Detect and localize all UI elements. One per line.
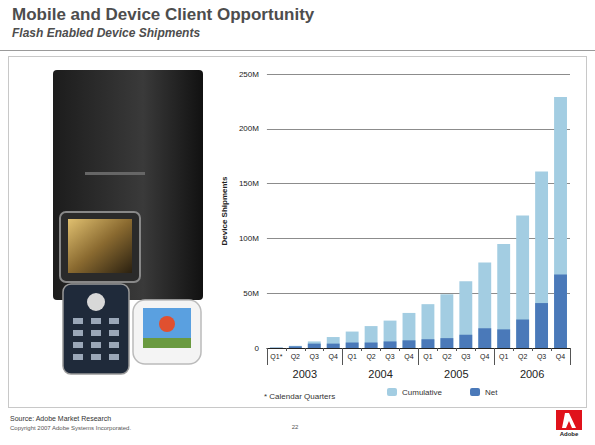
svg-text:Net: Net	[485, 388, 498, 397]
html-text:Source: Adobe Market Research: Source: Adobe Market Research	[10, 415, 112, 422]
svg-text:Q3: Q3	[310, 353, 319, 361]
svg-text:Q4: Q4	[480, 353, 489, 361]
html-text:22: 22	[291, 424, 299, 430]
svg-text:2006: 2006	[520, 368, 544, 380]
svg-text:Q2: Q2	[442, 353, 451, 361]
svg-text:Q3: Q3	[537, 353, 546, 361]
svg-text:Q3: Q3	[461, 353, 470, 361]
svg-text:50M: 50M	[243, 289, 259, 298]
svg-text:150M: 150M	[239, 179, 259, 188]
svg-text:Q1: Q1	[423, 353, 432, 361]
svg-text:2004: 2004	[368, 368, 392, 380]
svg-text:Q4: Q4	[556, 353, 565, 361]
svg-text:100M: 100M	[239, 234, 259, 243]
svg-text:* Calendar Quarters: * Calendar Quarters	[264, 392, 335, 401]
svg-text:2003: 2003	[293, 368, 317, 380]
svg-text:Q2: Q2	[291, 353, 300, 361]
svg-text:200M: 200M	[239, 124, 259, 133]
svg-text:Q3: Q3	[385, 353, 394, 361]
svg-text:250M: 250M	[239, 70, 259, 79]
html-text:Copyright 2007 Adobe Systems I: Copyright 2007 Adobe Systems Incorporate…	[10, 425, 132, 431]
svg-text:2005: 2005	[444, 368, 468, 380]
svg-text:Q1: Q1	[347, 353, 356, 361]
svg-text:Q2: Q2	[366, 353, 375, 361]
svg-text:Q2: Q2	[518, 353, 527, 361]
html-text:Flash Enabled Device Shipments: Flash Enabled Device Shipments	[12, 26, 201, 40]
svg-text:Q1*: Q1*	[270, 353, 282, 361]
svg-text:Device Shipments: Device Shipments	[220, 176, 229, 245]
html-text:Mobile and Device Client Oppor: Mobile and Device Client Opportunity	[12, 5, 315, 24]
html-text:Adobe: Adobe	[559, 431, 579, 437]
svg-text:Q1: Q1	[499, 353, 508, 361]
svg-text:0: 0	[254, 344, 259, 353]
svg-text:Q4: Q4	[404, 353, 413, 361]
svg-text:Q4: Q4	[329, 353, 338, 361]
svg-text:Cumulative: Cumulative	[402, 388, 443, 397]
